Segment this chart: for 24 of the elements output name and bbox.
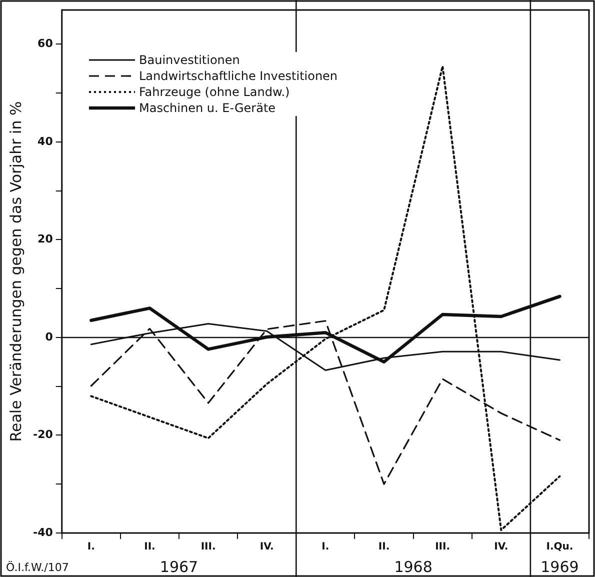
text: 1967 [160, 558, 198, 576]
y-axis-title: Reale Veränderungen gegen das Vorjahr in % [6, 101, 25, 442]
y-tick-label: 0 [45, 330, 54, 344]
y-tick-label: 60 [38, 37, 54, 50]
x-tick-label: III. [200, 542, 216, 553]
text: Ö.I.f.W./107 [6, 560, 69, 574]
legend-label: Maschinen u. E-Geräte [139, 100, 276, 116]
x-tick-label: II. [378, 542, 390, 553]
text: 1968 [394, 558, 432, 576]
legend-label: Bauinvestitionen [139, 52, 240, 68]
y-tick-label: -40 [33, 526, 54, 539]
x-tick-label: III. [435, 542, 450, 553]
x-tick-label: I. [87, 542, 95, 553]
y-tick-label: 20 [38, 232, 54, 246]
y-tick-label: 40 [38, 134, 54, 148]
x-tick-label: II. [144, 542, 156, 553]
x-tick-label: I. [322, 542, 330, 553]
x-tick-label: I.Qu. [546, 542, 574, 553]
legend-label: Landwirtschaftliche Investitionen [139, 68, 338, 84]
legend-label: Fahrzeuge (ohne Landw.) [139, 84, 290, 100]
text: 1969 [540, 558, 579, 576]
y-tick-label: -20 [33, 428, 54, 442]
x-tick-label: IV. [494, 542, 508, 553]
x-tick-label: IV. [260, 542, 274, 553]
